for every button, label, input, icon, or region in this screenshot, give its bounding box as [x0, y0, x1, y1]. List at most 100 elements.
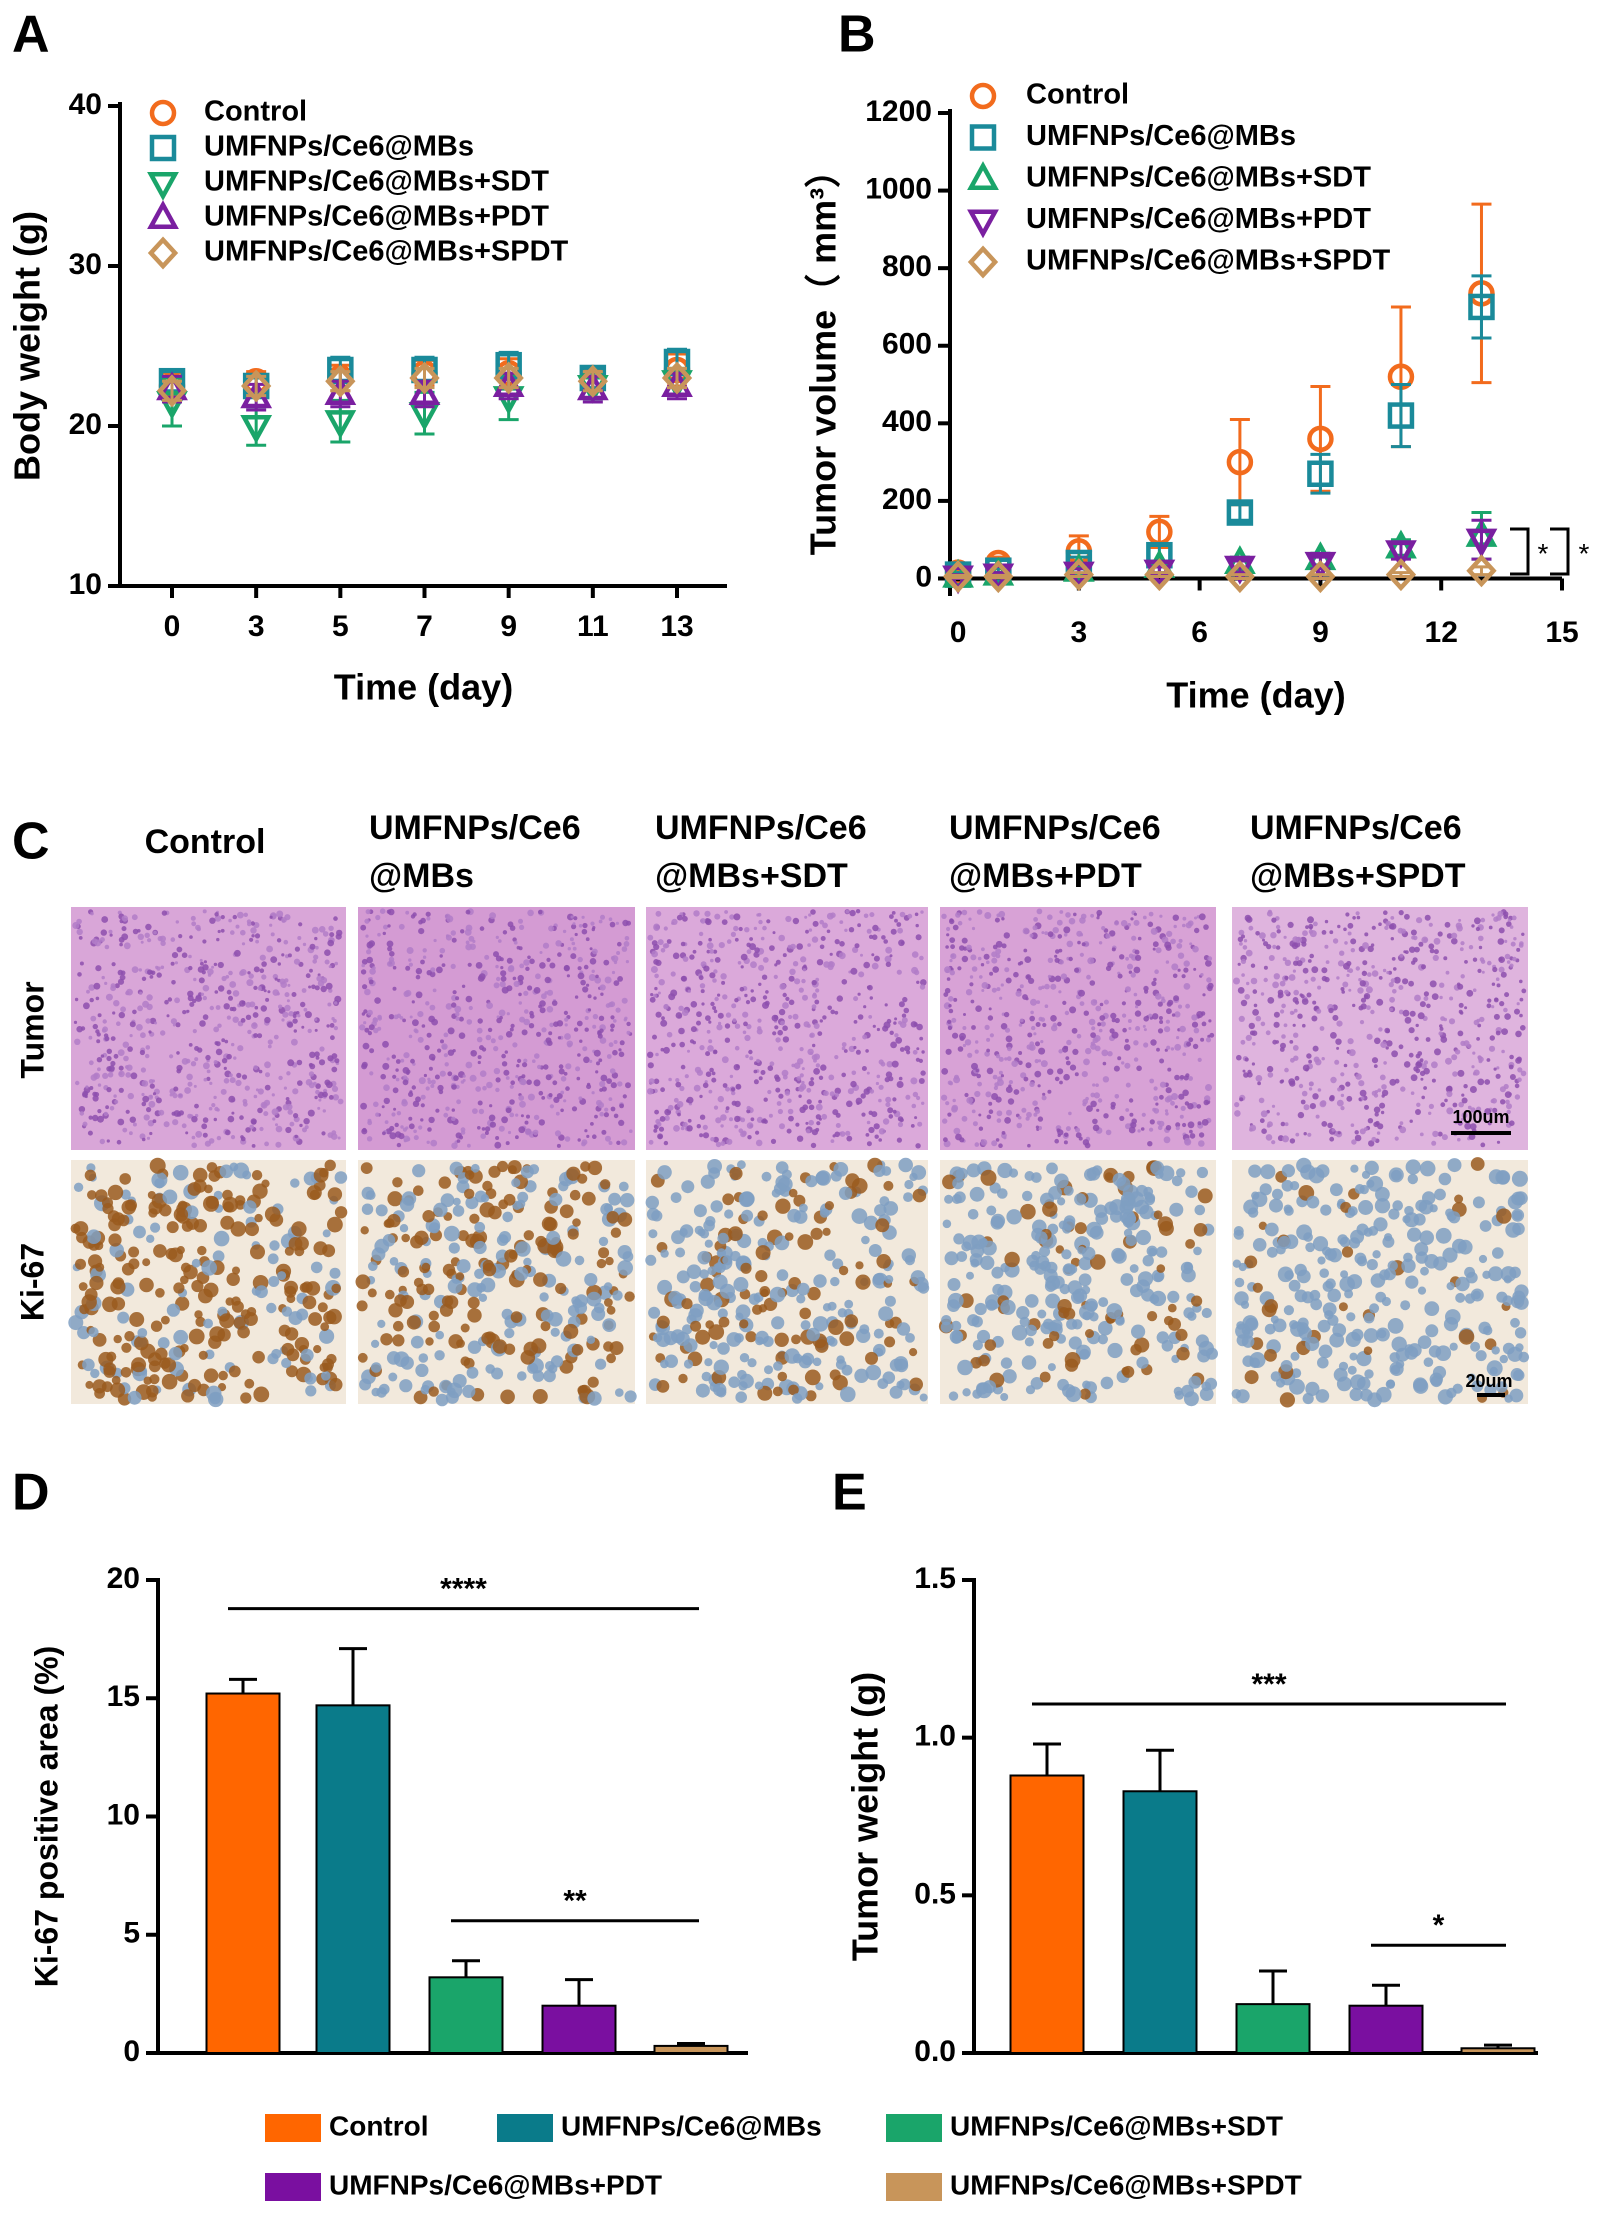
cell	[897, 1121, 904, 1128]
legend-label: UMFNPs/Ce6@MBs	[204, 131, 474, 163]
bar	[428, 1976, 504, 2054]
cell	[113, 1053, 119, 1059]
cell	[412, 1100, 420, 1108]
cell	[519, 1016, 526, 1023]
cell	[1423, 1357, 1434, 1367]
cell	[105, 993, 113, 1001]
cell	[979, 975, 983, 979]
cell	[233, 1056, 237, 1060]
cell	[1249, 1124, 1257, 1132]
cell	[1511, 915, 1517, 921]
cell	[914, 912, 919, 917]
cell	[1470, 1107, 1476, 1113]
cell	[965, 989, 973, 996]
cell	[830, 1276, 840, 1287]
cell	[482, 1262, 497, 1277]
cell	[1113, 1065, 1120, 1072]
marker	[1224, 560, 1256, 594]
cell	[1057, 1197, 1066, 1206]
cell	[1111, 947, 1116, 952]
cell	[948, 996, 954, 1002]
cell	[202, 995, 207, 1001]
cell	[992, 966, 999, 973]
cell	[1423, 991, 1429, 997]
cell	[945, 1101, 950, 1106]
cell	[551, 1000, 558, 1006]
cell	[121, 1200, 137, 1215]
cell	[699, 1133, 704, 1138]
cell	[290, 1178, 300, 1188]
cell	[902, 996, 908, 1003]
cell	[810, 909, 816, 915]
cell	[746, 1109, 751, 1114]
cell	[618, 1048, 622, 1052]
legend-label: UMFNPs/Ce6@MBs+PDT	[204, 201, 549, 233]
cell	[517, 974, 524, 982]
cell	[1255, 1075, 1263, 1082]
cell	[1176, 1036, 1180, 1040]
cell	[882, 1118, 890, 1125]
cell	[215, 1005, 221, 1010]
cell	[257, 986, 263, 991]
cell	[368, 979, 374, 985]
cell	[1253, 1003, 1258, 1008]
cell	[364, 1027, 370, 1033]
cell	[841, 1046, 846, 1051]
cell	[1075, 1132, 1082, 1139]
cell	[1187, 1121, 1195, 1129]
cell	[452, 1205, 465, 1217]
cell	[663, 1046, 670, 1054]
cell	[1360, 997, 1367, 1003]
cell	[1149, 1119, 1155, 1125]
cell	[742, 1030, 747, 1035]
cell	[1037, 1084, 1041, 1088]
cell	[1296, 960, 1303, 967]
cell	[286, 1071, 291, 1076]
cell	[1429, 948, 1435, 954]
cell	[130, 1072, 138, 1080]
cell	[1082, 1311, 1092, 1321]
cell	[892, 1097, 897, 1102]
cell	[166, 1303, 180, 1317]
cell	[472, 1108, 478, 1114]
cell	[172, 1119, 179, 1126]
cell	[941, 913, 947, 919]
cell	[1182, 1089, 1189, 1097]
cell	[173, 1282, 185, 1294]
cell	[572, 1218, 581, 1227]
cell	[509, 1084, 514, 1089]
cell	[1321, 967, 1328, 974]
cell	[1143, 1042, 1149, 1048]
cell	[92, 1023, 99, 1030]
cell	[1283, 935, 1287, 939]
legend-marker	[967, 161, 999, 191]
cell	[388, 1303, 403, 1318]
cell	[1414, 946, 1420, 953]
cell	[608, 917, 613, 921]
cell	[1260, 1110, 1268, 1118]
cell	[86, 1229, 102, 1244]
cell	[740, 1131, 747, 1138]
cell	[907, 913, 913, 919]
cell	[1295, 936, 1303, 944]
cell	[863, 913, 869, 919]
cell	[1307, 916, 1314, 924]
cell	[1360, 1096, 1365, 1100]
cell	[754, 947, 760, 953]
cell	[199, 958, 203, 962]
cell	[885, 1102, 891, 1108]
cell	[202, 984, 210, 992]
cell	[445, 1003, 453, 1010]
cell	[142, 1000, 150, 1008]
y-tick-label: 20	[69, 408, 102, 441]
cell	[120, 1189, 131, 1200]
cell	[706, 942, 714, 950]
cell	[712, 1006, 717, 1010]
cell	[969, 1253, 983, 1267]
marker	[1226, 499, 1254, 526]
cell	[334, 995, 342, 1003]
cell	[1294, 1075, 1300, 1081]
cell	[493, 1067, 501, 1075]
cell	[428, 1222, 440, 1234]
cell	[421, 1262, 431, 1272]
